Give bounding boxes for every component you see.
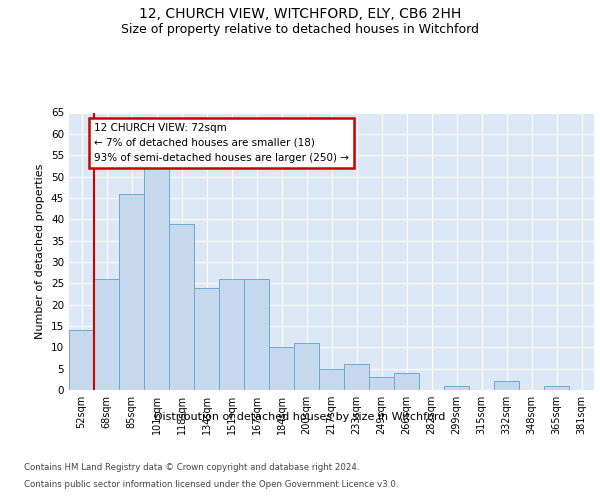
Text: 12 CHURCH VIEW: 72sqm
← 7% of detached houses are smaller (18)
93% of semi-detac: 12 CHURCH VIEW: 72sqm ← 7% of detached h… <box>94 123 349 163</box>
Bar <box>119 194 144 390</box>
Bar <box>269 348 294 390</box>
Text: Distribution of detached houses by size in Witchford: Distribution of detached houses by size … <box>154 412 446 422</box>
Bar <box>144 168 169 390</box>
Text: Contains HM Land Registry data © Crown copyright and database right 2024.: Contains HM Land Registry data © Crown c… <box>24 464 359 472</box>
Bar <box>194 288 219 390</box>
Bar <box>369 377 394 390</box>
Bar <box>444 386 469 390</box>
Bar <box>244 279 269 390</box>
Bar <box>219 279 244 390</box>
Bar <box>344 364 369 390</box>
Bar <box>319 368 344 390</box>
Bar <box>394 373 419 390</box>
Bar <box>94 279 119 390</box>
Bar <box>69 330 94 390</box>
Y-axis label: Number of detached properties: Number of detached properties <box>35 164 46 339</box>
Bar <box>169 224 194 390</box>
Text: Size of property relative to detached houses in Witchford: Size of property relative to detached ho… <box>121 22 479 36</box>
Text: Contains public sector information licensed under the Open Government Licence v3: Contains public sector information licen… <box>24 480 398 489</box>
Bar <box>294 343 319 390</box>
Bar <box>544 386 569 390</box>
Text: 12, CHURCH VIEW, WITCHFORD, ELY, CB6 2HH: 12, CHURCH VIEW, WITCHFORD, ELY, CB6 2HH <box>139 8 461 22</box>
Bar <box>494 382 519 390</box>
